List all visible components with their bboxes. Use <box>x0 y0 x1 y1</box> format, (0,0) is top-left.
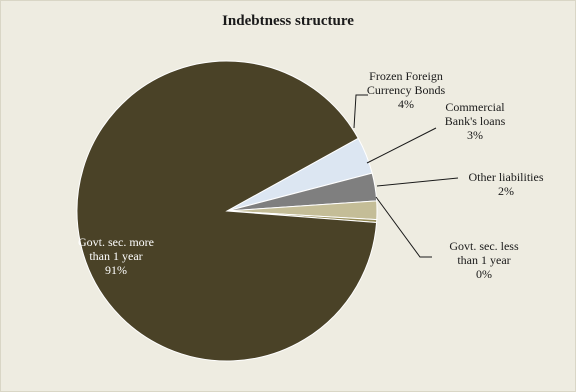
leader-line <box>376 177 459 187</box>
data-label: Other liabilities 2% <box>469 170 544 198</box>
data-label: Commercial Bank's loans 3% <box>445 100 506 142</box>
leader-line <box>366 127 437 164</box>
chart-title: Indebtness structure <box>222 13 354 29</box>
leader-line <box>353 94 368 129</box>
data-label: Frozen Foreign Currency Bonds 4% <box>367 69 446 111</box>
data-label: Govt. sec. more than 1 year 91% <box>78 235 154 277</box>
leader-line <box>375 196 432 258</box>
data-label: Govt. sec. less than 1 year 0% <box>449 239 519 281</box>
pie-slice <box>76 60 378 362</box>
